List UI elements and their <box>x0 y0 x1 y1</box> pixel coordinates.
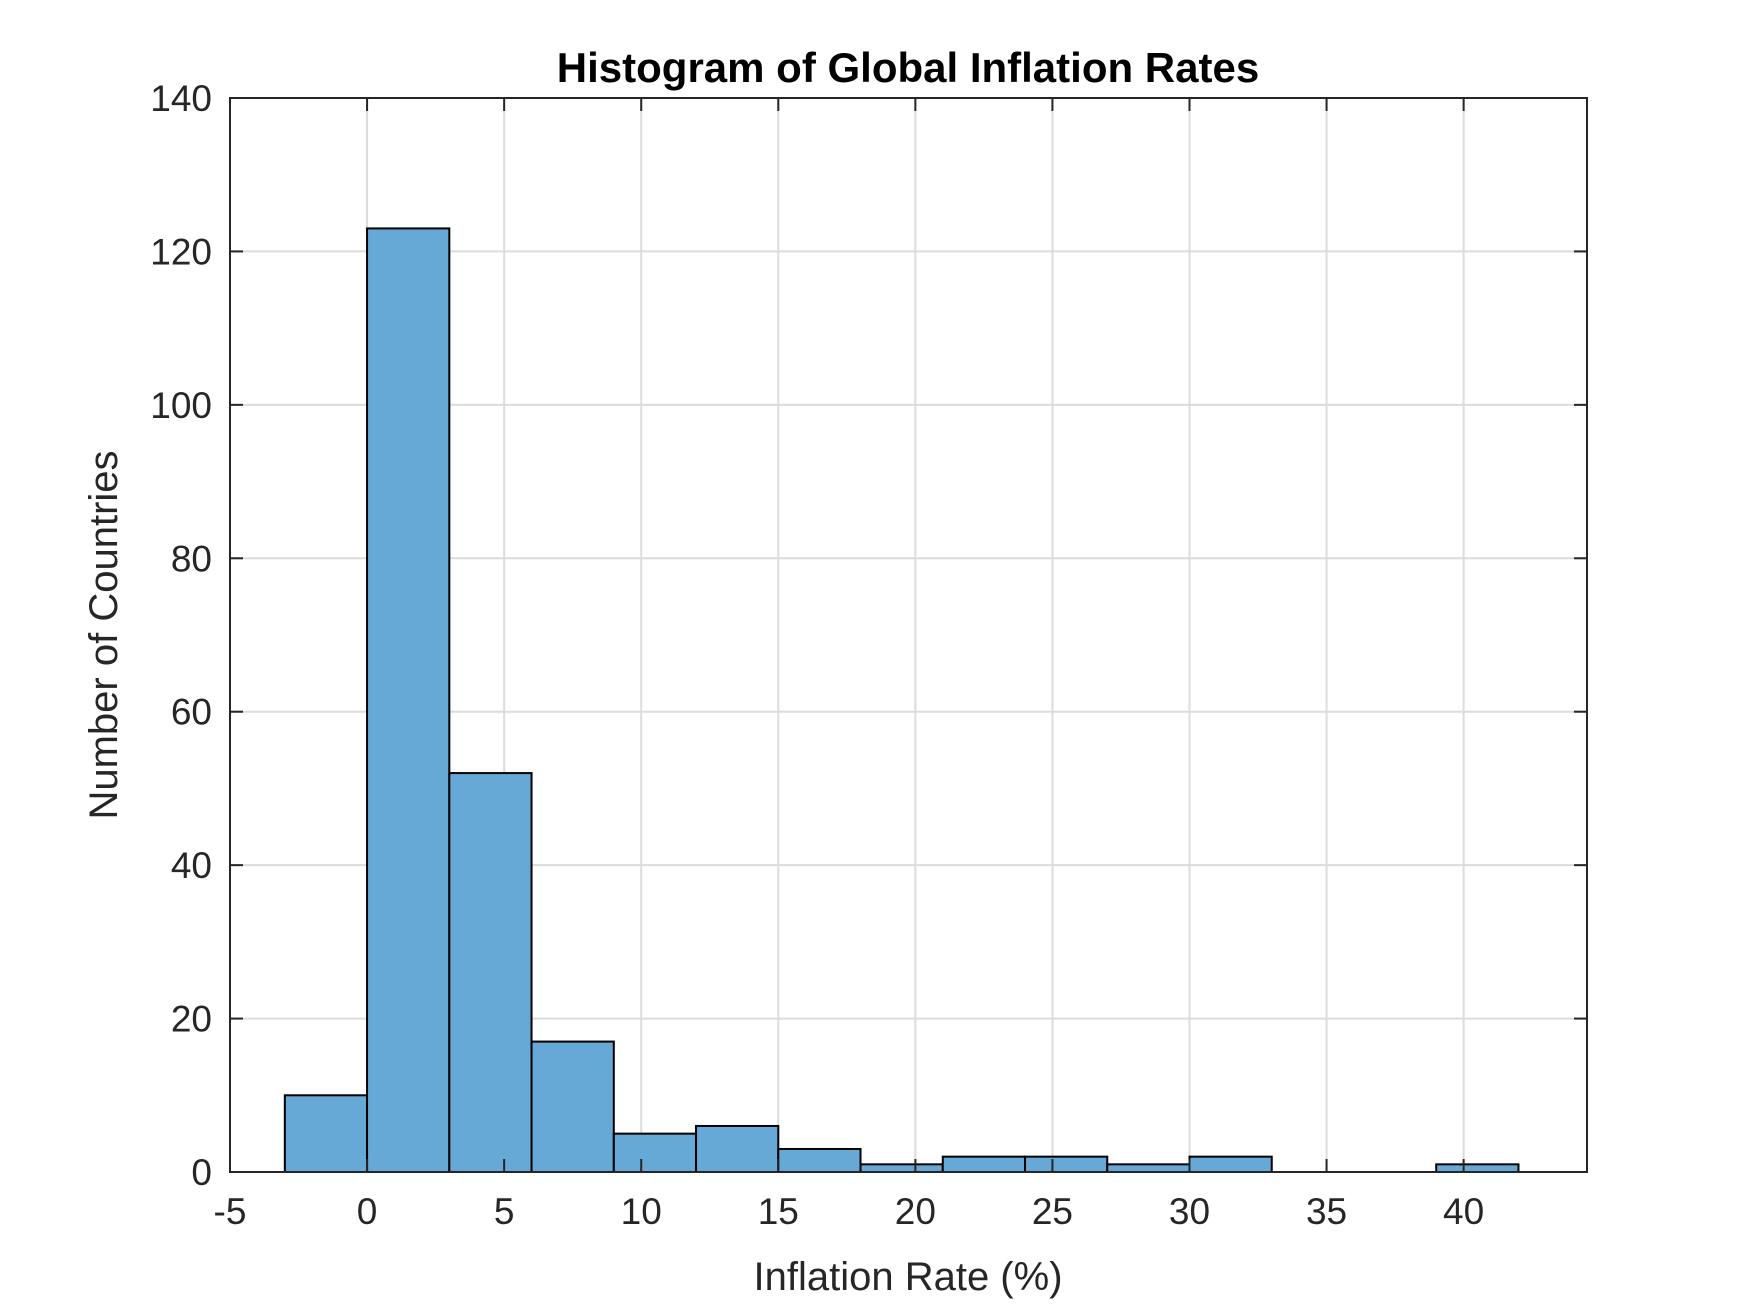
histogram-bar <box>1106 1163 1191 1174</box>
histogram-bar <box>530 1040 615 1173</box>
histogram-bar <box>1188 1155 1273 1173</box>
histogram-bar <box>366 227 451 1173</box>
y-tick-label: 140 <box>150 78 212 119</box>
bars <box>283 227 1520 1174</box>
y-tick-labels: 0 20 40 60 80 100 120 140 <box>150 78 212 1193</box>
chart-title: Histogram of Global Inflation Rates <box>557 44 1259 91</box>
y-tick-label: 120 <box>150 231 212 272</box>
histogram-bar <box>941 1155 1027 1173</box>
x-axis-label: Inflation Rate (%) <box>753 1255 1062 1299</box>
ticks <box>229 97 1587 1173</box>
y-tick-label: 80 <box>171 538 212 579</box>
x-tick-label: 40 <box>1443 1191 1484 1232</box>
y-tick-label: 20 <box>171 999 212 1040</box>
histogram-bar <box>695 1124 780 1174</box>
x-tick-label: 20 <box>895 1191 936 1232</box>
x-tick-label: 15 <box>758 1191 799 1232</box>
histogram-bar <box>283 1094 369 1174</box>
y-tick-label: 100 <box>150 385 212 426</box>
histogram-bar <box>448 772 533 1173</box>
x-tick-label: 25 <box>1032 1191 1073 1232</box>
y-tick-label: 60 <box>171 692 212 733</box>
x-tick-labels: -5 0 5 10 15 20 25 30 35 40 <box>214 1191 1485 1232</box>
y-axis-label: Number of Countries <box>82 450 126 819</box>
axes-frame <box>229 97 1588 1173</box>
x-tick-label: 30 <box>1169 1191 1210 1232</box>
x-tick-label: 0 <box>357 1191 378 1232</box>
histogram-bar <box>1435 1163 1520 1174</box>
y-tick-label: 40 <box>171 845 212 886</box>
histogram-bar <box>777 1147 862 1174</box>
x-tick-label: -5 <box>214 1191 247 1232</box>
histogram-bar <box>612 1132 698 1173</box>
histogram-bar <box>859 1163 944 1174</box>
x-tick-label: 35 <box>1306 1191 1347 1232</box>
x-tick-label: 10 <box>621 1191 662 1232</box>
x-tick-label: 5 <box>494 1191 515 1232</box>
histogram-bar <box>1024 1155 1109 1173</box>
y-tick-label: 0 <box>191 1152 212 1193</box>
